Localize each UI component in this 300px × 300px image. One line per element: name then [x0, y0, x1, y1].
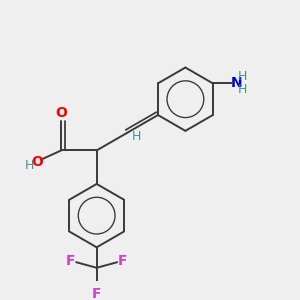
- Text: H: H: [238, 70, 247, 83]
- Text: O: O: [31, 154, 43, 169]
- Text: H: H: [238, 83, 247, 96]
- Text: N: N: [230, 76, 242, 90]
- Text: O: O: [55, 106, 67, 120]
- Text: H: H: [132, 130, 141, 143]
- Text: F: F: [92, 287, 101, 300]
- Text: F: F: [118, 254, 128, 268]
- Text: F: F: [66, 254, 75, 268]
- Text: H: H: [25, 159, 34, 172]
